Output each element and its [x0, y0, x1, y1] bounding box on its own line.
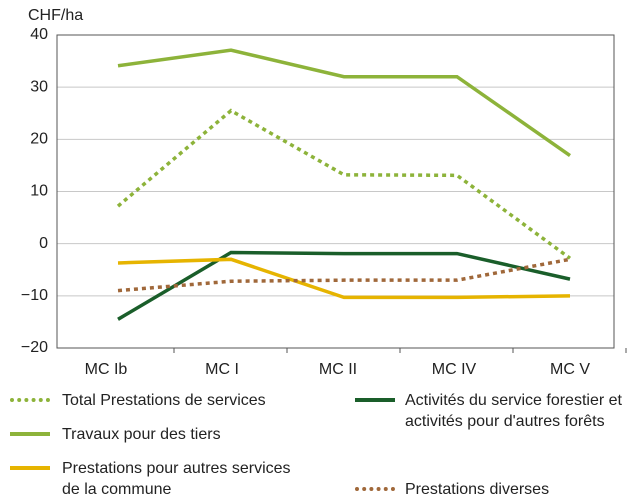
y-tick-label: 30 — [30, 78, 48, 95]
series-line — [116, 108, 572, 260]
x-tick-label: MC V — [550, 361, 590, 378]
plot-frame — [56, 34, 615, 349]
y-tick-label: 10 — [30, 183, 48, 200]
series-line — [117, 250, 571, 321]
legend-swatch — [355, 487, 395, 491]
legend-swatch — [355, 398, 395, 402]
x-tick-label: MC I — [205, 361, 239, 378]
legend-label: Activités du service forestier et activi… — [405, 392, 622, 430]
legend-label: Prestations pour autres services de la c… — [62, 460, 291, 498]
legend-label: Total Prestations de services — [62, 392, 266, 409]
y-axis-label: CHF/ha — [28, 7, 83, 24]
series-line — [117, 257, 571, 293]
x-tick-label: MC Ib — [85, 361, 128, 378]
legend-swatch — [10, 398, 50, 402]
legend-swatch — [10, 432, 50, 436]
y-tick-label: −20 — [21, 339, 48, 356]
series-line — [117, 257, 571, 300]
y-tick-label: 0 — [39, 235, 48, 252]
x-tick-label: MC II — [319, 361, 357, 378]
y-tick-label: −10 — [21, 287, 48, 304]
series-line — [117, 48, 572, 157]
legend-label: Travaux pour des tiers — [62, 426, 221, 443]
chart: CHF/ha −20 −10 0 10 20 30 40 MC Ib MC I MC II MC I… — [21, 7, 627, 378]
x-tick-label: MC IV — [432, 361, 477, 378]
y-tick-label: 40 — [30, 26, 48, 43]
legend-label: Prestations diverses — [405, 481, 550, 498]
y-tick-label: 20 — [30, 131, 48, 148]
legend-swatch — [10, 466, 50, 470]
